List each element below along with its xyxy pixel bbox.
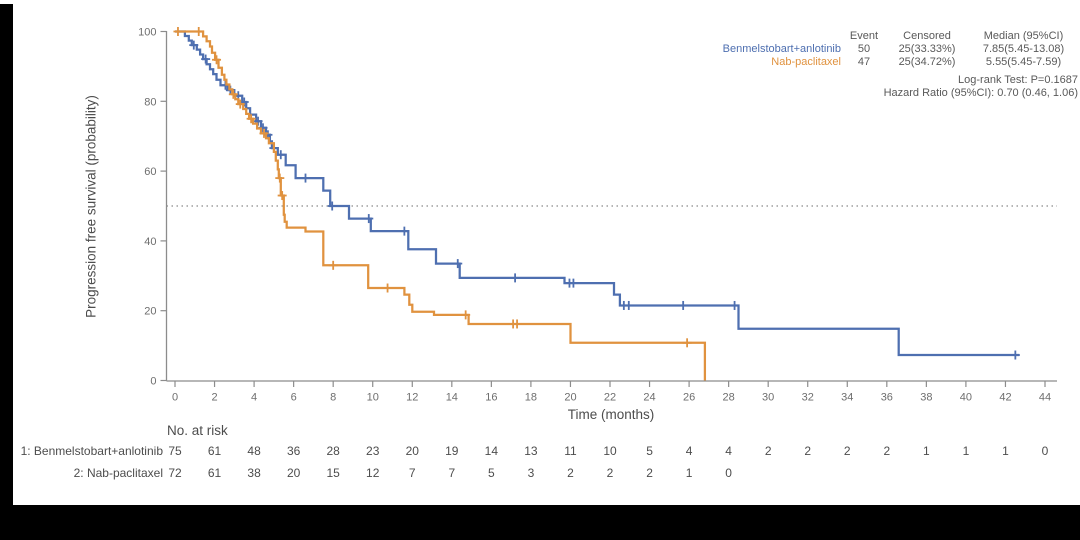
at-risk-value: 28 xyxy=(326,444,340,458)
legend: Event Censored Median (95%CI) Benmelstob… xyxy=(0,0,1080,110)
legend-censored-count: 25(34.72%) xyxy=(898,56,956,68)
at-risk-value: 20 xyxy=(286,466,301,480)
at-risk-value: 2 xyxy=(567,466,574,480)
logrank-test-text: Log-rank Test: P=0.1687 xyxy=(958,74,1078,86)
at-risk-value: 2 xyxy=(843,444,851,458)
x-tick-label: 6 xyxy=(291,392,297,404)
x-tick-label: 40 xyxy=(960,392,972,404)
x-tick-label: 34 xyxy=(841,392,853,404)
at-risk-value: 13 xyxy=(524,444,538,458)
x-tick-label: 36 xyxy=(881,392,893,404)
y-tick-label: 0 xyxy=(150,376,156,388)
hazard-ratio-text: Hazard Ratio (95%CI): 0.70 (0.46, 1.06) xyxy=(883,87,1078,99)
at-risk-value: 3 xyxy=(527,466,535,480)
x-tick-label: 32 xyxy=(802,392,814,404)
y-tick-label: 80 xyxy=(144,96,156,108)
at-risk-value: 7 xyxy=(408,466,416,480)
x-tick-label: 30 xyxy=(762,392,774,404)
at-risk-value: 36 xyxy=(286,444,301,458)
at-risk-row-label: 2: Nab-paclitaxel xyxy=(73,466,163,480)
legend-header-median: Median (95%CI) xyxy=(983,30,1064,42)
x-axis-title: Time (months) xyxy=(567,407,655,422)
at-risk-value: 1 xyxy=(962,444,970,458)
at-risk-value: 1 xyxy=(923,444,930,458)
x-tick-label: 14 xyxy=(446,392,458,404)
at-risk-value: 2 xyxy=(764,444,772,458)
at-risk-value: 75 xyxy=(168,444,182,458)
at-risk-value: 12 xyxy=(366,466,380,480)
at-risk-row-label: 1: Benmelstobart+anlotinib xyxy=(20,444,163,458)
x-tick-label: 28 xyxy=(723,392,735,404)
at-risk-value: 2 xyxy=(804,444,812,458)
at-risk-value: 14 xyxy=(484,444,499,458)
x-tick-label: 38 xyxy=(920,392,932,404)
at-risk-title: No. at risk xyxy=(167,423,228,438)
x-tick-label: 22 xyxy=(604,392,616,404)
x-tick-label: 4 xyxy=(251,392,257,404)
legend-event-count: 47 xyxy=(857,56,871,68)
at-risk-value: 61 xyxy=(207,444,222,458)
x-tick-label: 12 xyxy=(406,392,418,404)
x-tick-label: 24 xyxy=(643,392,655,404)
bottom-black-border xyxy=(0,505,1080,540)
x-tick-label: 42 xyxy=(999,392,1011,404)
y-tick-label: 40 xyxy=(144,236,156,248)
legend-median-value: 5.55(5.45-7.59) xyxy=(985,56,1062,68)
at-risk-value: 2 xyxy=(646,466,653,480)
x-tick-label: 2 xyxy=(211,392,217,404)
legend-event-count: 50 xyxy=(857,43,871,55)
at-risk-value: 7 xyxy=(448,466,456,480)
at-risk-value: 4 xyxy=(685,444,693,458)
at-risk-value: 11 xyxy=(564,444,577,458)
at-risk-value: 23 xyxy=(366,444,380,458)
at-risk-value: 5 xyxy=(646,444,653,458)
at-risk-value: 61 xyxy=(207,466,222,480)
y-tick-label: 60 xyxy=(144,166,156,178)
at-risk-value: 19 xyxy=(445,444,459,458)
y-tick-label: 100 xyxy=(138,27,156,39)
legend-median-value: 7.85(5.45-13.08) xyxy=(982,43,1065,55)
at-risk-value: 2 xyxy=(606,466,614,480)
at-risk-value: 20 xyxy=(405,444,419,458)
at-risk-value: 1 xyxy=(1002,444,1009,458)
at-risk-value: 10 xyxy=(603,444,617,458)
at-risk-value: 5 xyxy=(488,466,495,480)
at-risk-value: 38 xyxy=(247,466,261,480)
x-tick-label: 10 xyxy=(367,392,379,404)
y-tick-label: 20 xyxy=(144,306,156,318)
legend-header-censored: Censored xyxy=(903,30,951,42)
at-risk-value: 2 xyxy=(883,444,891,458)
left-black-border xyxy=(0,4,13,540)
at-risk-table: No. at risk 1: Benmelstobart+anlotinib 75… xyxy=(0,0,1080,480)
legend-censored-count: 25(33.33%) xyxy=(898,43,956,55)
x-tick-label: 26 xyxy=(683,392,695,404)
at-risk-value: 4 xyxy=(725,444,732,458)
at-risk-value: 0 xyxy=(725,466,732,480)
at-risk-value: 48 xyxy=(247,444,261,458)
at-risk-value: 1 xyxy=(685,466,693,480)
x-tick-label: 44 xyxy=(1039,392,1051,404)
legend-series-label: Nab-paclitaxel xyxy=(771,56,841,68)
at-risk-value: 0 xyxy=(1041,444,1049,458)
x-tick-label: 18 xyxy=(525,392,537,404)
x-tick-label: 20 xyxy=(564,392,576,404)
legend-header-event: Event xyxy=(849,30,879,42)
x-tick-label: 0 xyxy=(172,392,178,404)
x-tick-label: 16 xyxy=(485,392,497,404)
legend-series-label: Benmelstobart+anlotinib xyxy=(722,43,841,55)
at-risk-value: 15 xyxy=(326,466,340,480)
x-tick-label: 8 xyxy=(330,392,336,404)
at-risk-value: 72 xyxy=(168,466,182,480)
